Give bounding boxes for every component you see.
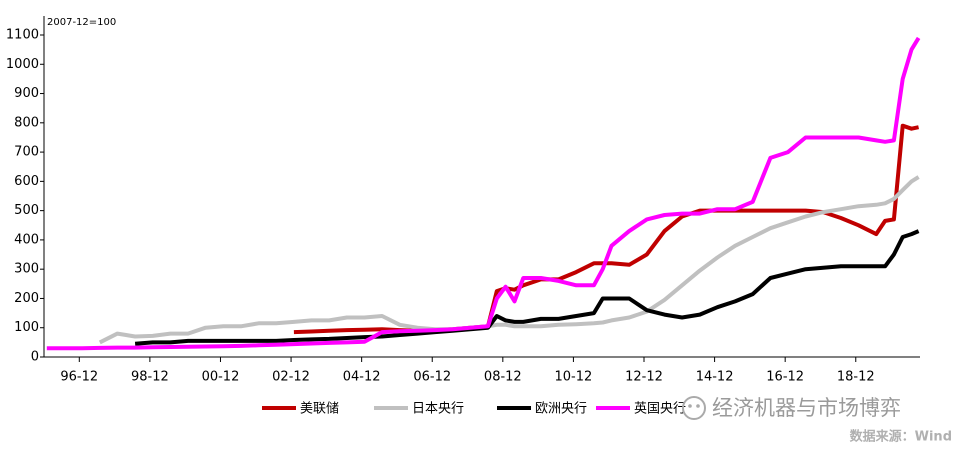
x-tick-label: 04-12 bbox=[343, 370, 381, 385]
x-tick-label: 98-12 bbox=[131, 370, 169, 385]
y-tick-label: 200 bbox=[14, 291, 39, 306]
y-tick-label: 800 bbox=[14, 115, 39, 130]
y-tick-label: 400 bbox=[14, 232, 39, 247]
y-tick-label: 600 bbox=[14, 174, 39, 189]
legend-item: 日本央行 bbox=[374, 402, 464, 417]
legend-label: 英国央行 bbox=[634, 402, 686, 417]
y-tick-label: 1100 bbox=[6, 28, 39, 43]
legend-item: 英国央行 bbox=[596, 402, 686, 417]
x-tick-label: 00-12 bbox=[202, 370, 240, 385]
legend-item: 欧洲央行 bbox=[497, 402, 587, 417]
x-tick-label: 16-12 bbox=[766, 370, 804, 385]
x-tick-label: 96-12 bbox=[60, 370, 98, 385]
x-tick-label: 06-12 bbox=[413, 370, 451, 385]
watermark-icon-dot bbox=[688, 404, 692, 408]
legend-label: 美联储 bbox=[300, 402, 339, 417]
y-tick-label: 300 bbox=[14, 262, 39, 277]
y-tick-label: 0 bbox=[31, 350, 39, 365]
legend-label: 日本央行 bbox=[412, 402, 464, 417]
y-tick-label: 100 bbox=[14, 320, 39, 335]
x-tick-label: 08-12 bbox=[484, 370, 522, 385]
series-line bbox=[134, 229, 920, 346]
legend-item: 美联储 bbox=[262, 402, 339, 417]
annotation: 2007-12=100 bbox=[47, 17, 116, 28]
legend-label: 欧洲央行 bbox=[535, 402, 587, 417]
x-tick-label: 12-12 bbox=[625, 370, 663, 385]
x-tick-label: 14-12 bbox=[696, 370, 734, 385]
y-tick-label: 900 bbox=[14, 86, 39, 101]
series-line bbox=[98, 175, 920, 345]
y-tick-label: 500 bbox=[14, 203, 39, 218]
series-line bbox=[46, 36, 921, 351]
watermark: 经济机器与市场博弈 bbox=[682, 396, 901, 420]
watermark-icon bbox=[682, 396, 706, 420]
watermark-icon-dot bbox=[696, 404, 700, 408]
source: 数据来源：Wind bbox=[850, 429, 952, 445]
series-line bbox=[293, 123, 920, 335]
x-tick-label: 10-12 bbox=[555, 370, 593, 385]
watermark-text: 经济机器与市场博弈 bbox=[712, 396, 901, 420]
x-tick-label: 02-12 bbox=[272, 370, 310, 385]
y-tick-label: 700 bbox=[14, 145, 39, 160]
x-tick-label: 18-12 bbox=[837, 370, 875, 385]
y-tick-label: 1000 bbox=[6, 57, 39, 72]
